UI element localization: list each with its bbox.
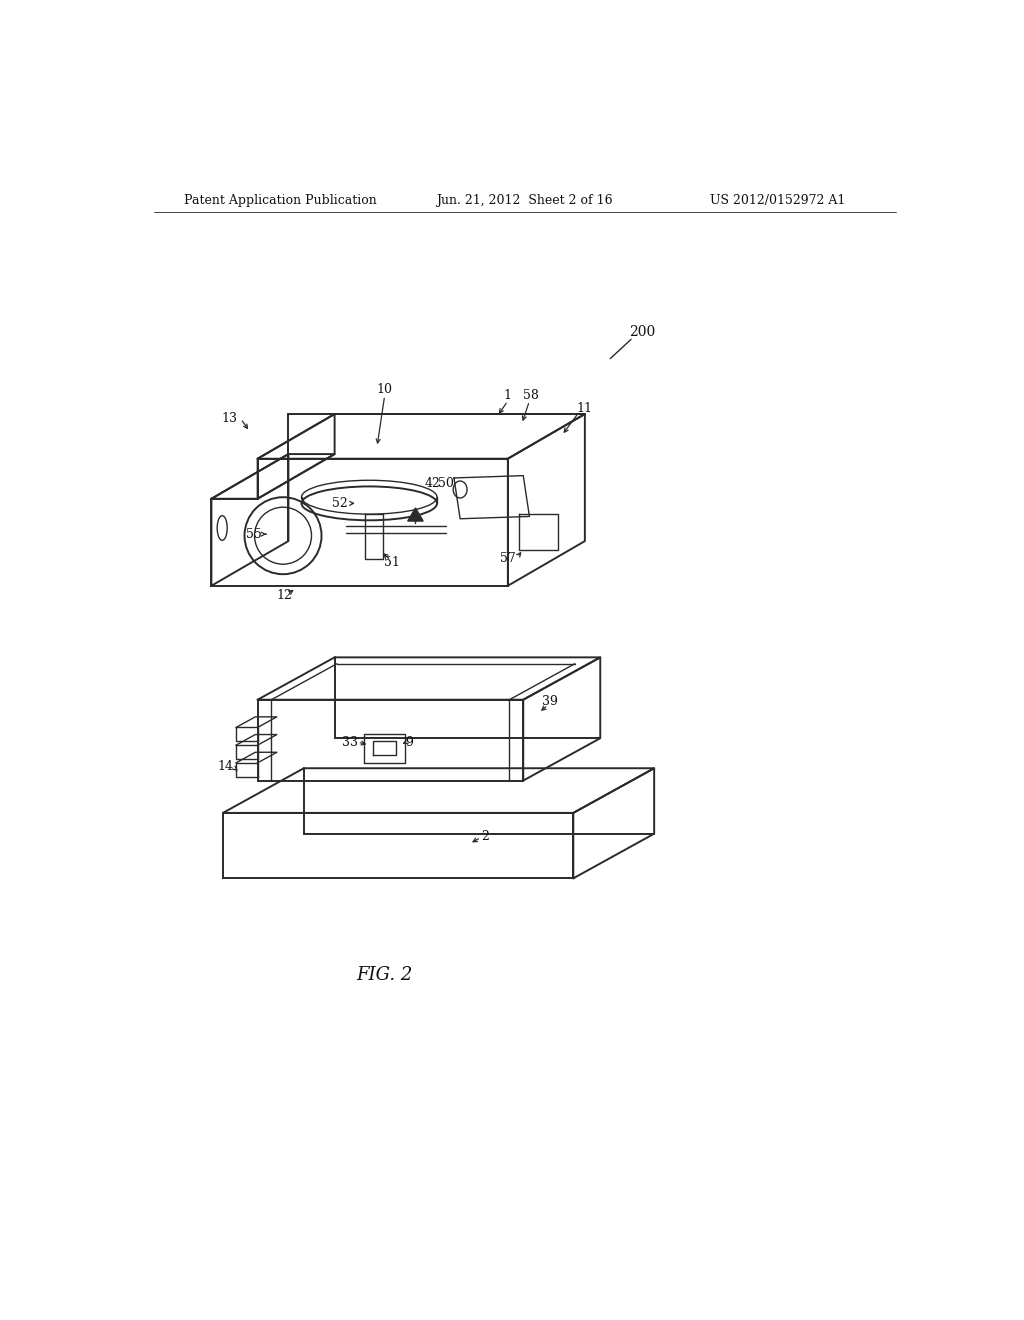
Text: 12: 12 bbox=[276, 589, 293, 602]
Text: 1: 1 bbox=[504, 389, 512, 403]
Text: 39: 39 bbox=[543, 694, 558, 708]
Text: US 2012/0152972 A1: US 2012/0152972 A1 bbox=[710, 194, 845, 207]
Text: Patent Application Publication: Patent Application Publication bbox=[184, 194, 377, 207]
Text: 52: 52 bbox=[332, 496, 348, 510]
Text: 14: 14 bbox=[217, 760, 233, 774]
Text: 42: 42 bbox=[425, 477, 440, 490]
Text: 11: 11 bbox=[577, 403, 593, 416]
Text: 55: 55 bbox=[246, 528, 262, 541]
Text: 200: 200 bbox=[630, 325, 655, 339]
Text: 33: 33 bbox=[342, 735, 358, 748]
Text: 13: 13 bbox=[221, 412, 238, 425]
Text: 9: 9 bbox=[406, 735, 414, 748]
Text: 2: 2 bbox=[481, 829, 488, 842]
Text: 57: 57 bbox=[500, 552, 515, 565]
Text: 10: 10 bbox=[377, 383, 392, 396]
Text: Jun. 21, 2012  Sheet 2 of 16: Jun. 21, 2012 Sheet 2 of 16 bbox=[436, 194, 613, 207]
Text: 58: 58 bbox=[523, 389, 539, 403]
Text: 50: 50 bbox=[438, 477, 455, 490]
Text: 51: 51 bbox=[384, 556, 400, 569]
Text: FIG. 2: FIG. 2 bbox=[356, 966, 413, 983]
Polygon shape bbox=[408, 508, 423, 521]
